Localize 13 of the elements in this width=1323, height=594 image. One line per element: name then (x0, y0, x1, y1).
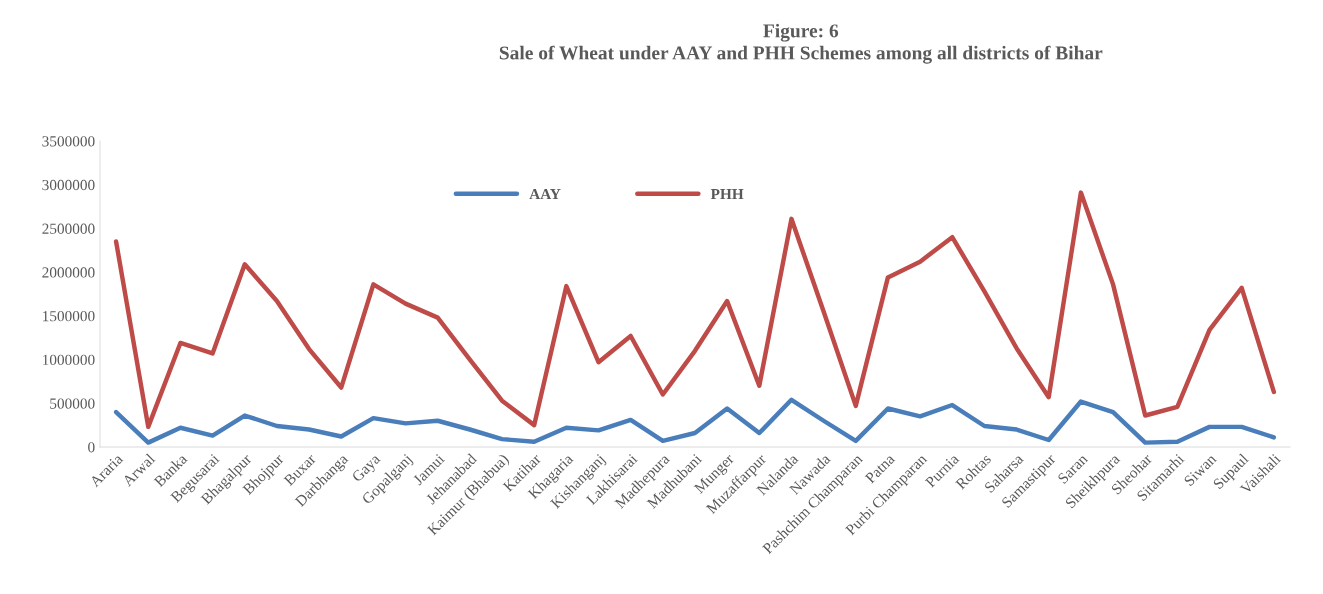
chart-title: Figure: 6 Sale of Wheat under AAY and PHH Schemes among all districts of Bihar (499, 23, 1103, 64)
y-tick-label: 1000000 (43, 354, 95, 366)
y-tick-label: 1500000 (43, 311, 95, 322)
legend-label: AAY (529, 189, 561, 200)
y-tick-label: 2500000 (42, 223, 95, 234)
line-series (113, 190, 1277, 430)
line-series (113, 397, 1277, 445)
y-tick-label: 3000000 (42, 179, 95, 191)
y-tick-label: 2000000 (42, 267, 95, 278)
y-tick-label: 3500000 (42, 136, 95, 147)
legend-label: PHH (710, 189, 744, 200)
y-tick-label: 0 (88, 442, 95, 453)
y-tick-label: 500000 (50, 398, 95, 409)
